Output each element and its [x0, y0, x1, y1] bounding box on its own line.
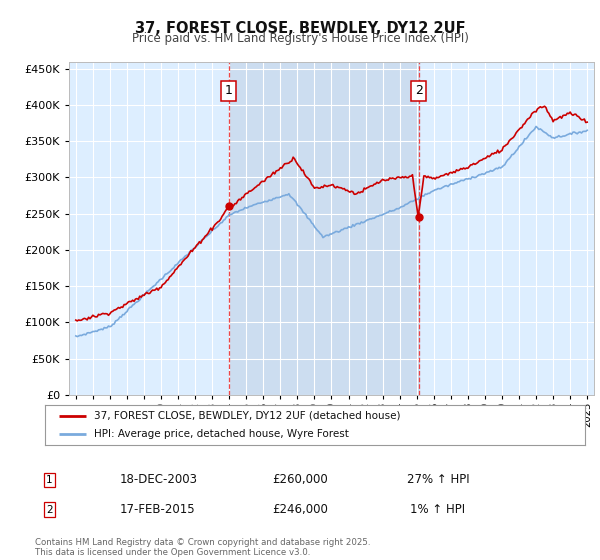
- Text: 1% ↑ HPI: 1% ↑ HPI: [410, 503, 466, 516]
- Text: 1: 1: [46, 475, 53, 485]
- Text: 27% ↑ HPI: 27% ↑ HPI: [407, 473, 469, 487]
- Text: Price paid vs. HM Land Registry's House Price Index (HPI): Price paid vs. HM Land Registry's House …: [131, 32, 469, 45]
- Text: £260,000: £260,000: [272, 473, 328, 487]
- Text: 17-FEB-2015: 17-FEB-2015: [120, 503, 196, 516]
- Text: Contains HM Land Registry data © Crown copyright and database right 2025.
This d: Contains HM Land Registry data © Crown c…: [35, 538, 370, 557]
- Text: 2: 2: [415, 84, 423, 97]
- Text: 1: 1: [224, 84, 232, 97]
- Text: HPI: Average price, detached house, Wyre Forest: HPI: Average price, detached house, Wyre…: [94, 430, 349, 439]
- Text: £246,000: £246,000: [272, 503, 328, 516]
- Text: 37, FOREST CLOSE, BEWDLEY, DY12 2UF: 37, FOREST CLOSE, BEWDLEY, DY12 2UF: [134, 21, 466, 36]
- Bar: [229, 62, 419, 395]
- Text: 37, FOREST CLOSE, BEWDLEY, DY12 2UF (detached house): 37, FOREST CLOSE, BEWDLEY, DY12 2UF (det…: [94, 411, 400, 421]
- Text: 2: 2: [46, 505, 53, 515]
- Text: 18-DEC-2003: 18-DEC-2003: [120, 473, 198, 487]
